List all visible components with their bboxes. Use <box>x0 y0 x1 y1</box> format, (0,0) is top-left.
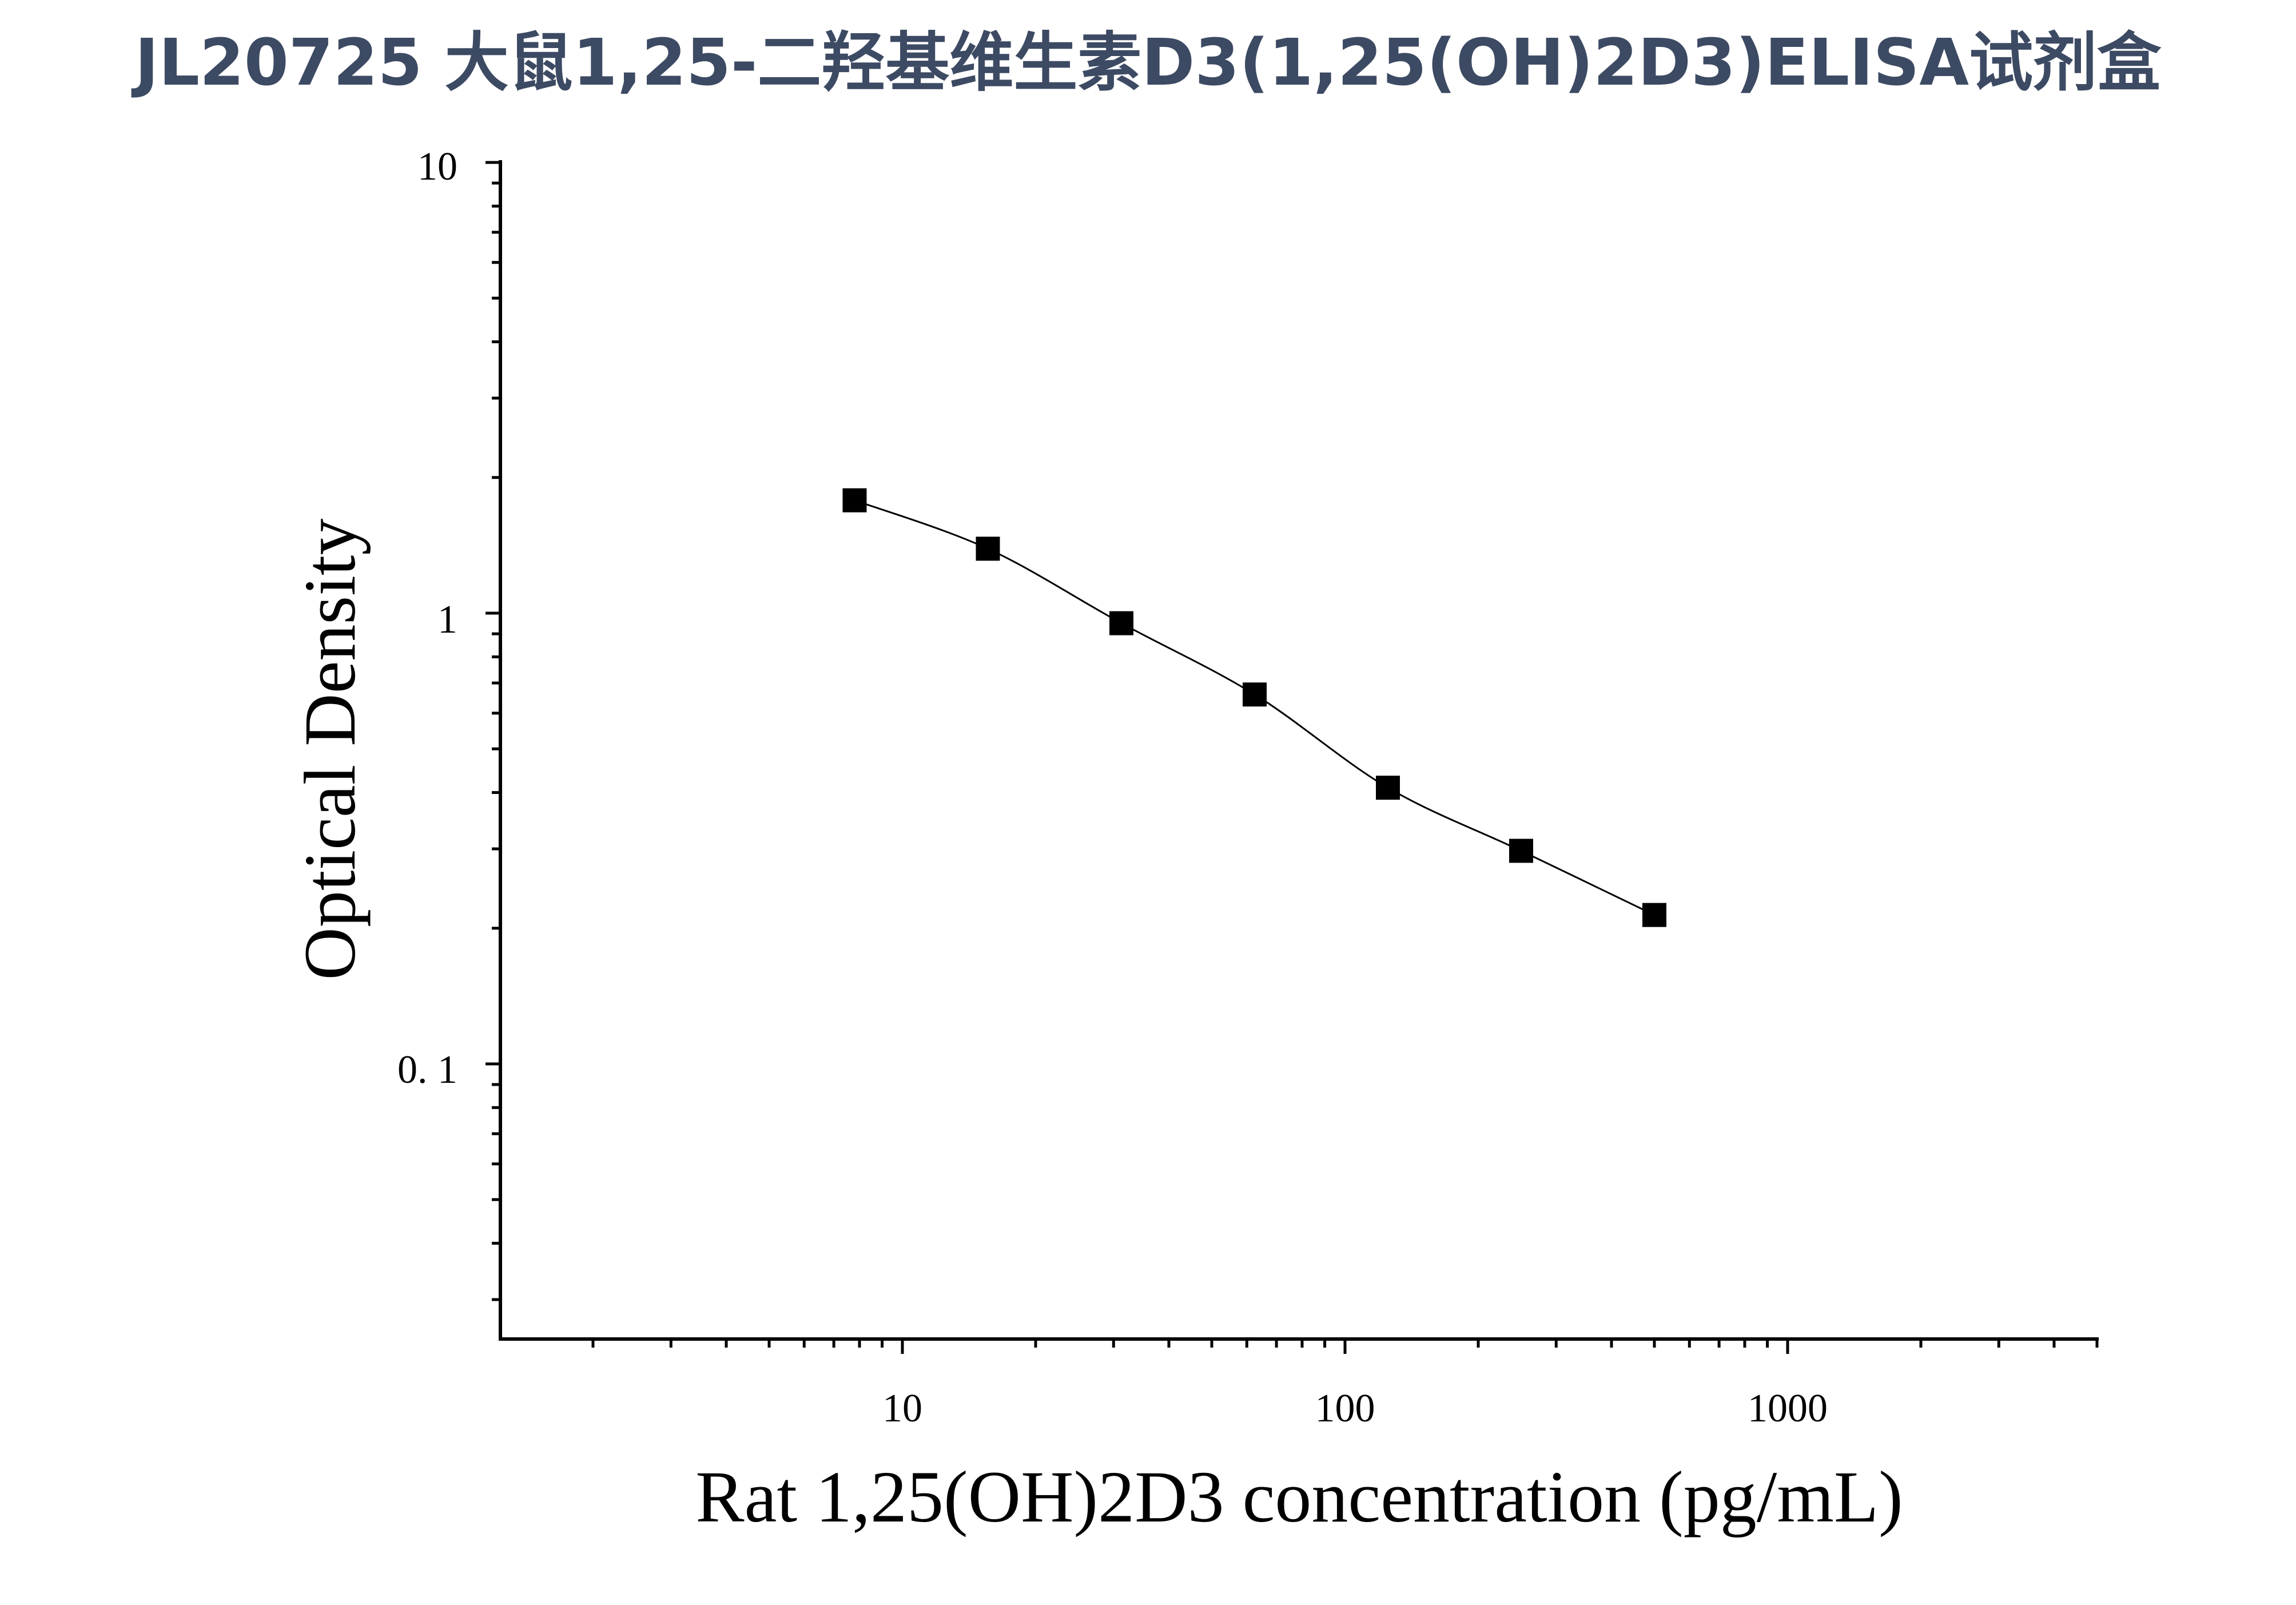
fit-curve <box>854 499 1655 916</box>
x-tick-label-100: 100 <box>1315 1387 1375 1431</box>
data-point-4 <box>1243 682 1267 707</box>
data-points <box>842 488 1667 927</box>
data-point-3 <box>1109 611 1134 635</box>
x-axis-title: Rat 1,25(OH)2D3 concentration (pg/mL) <box>695 1456 1903 1538</box>
data-point-2 <box>976 537 1000 561</box>
x-ticks <box>591 1339 2099 1354</box>
data-point-5 <box>1376 776 1400 800</box>
x-tick-label-1000: 1000 <box>1748 1387 1828 1431</box>
y-axis-title: Optical Density <box>289 519 371 980</box>
y-axis: 10 1 0. 1 <box>397 145 502 1339</box>
y-tick-label-0.1: 0. 1 <box>397 1048 457 1092</box>
x-tick-label-10: 10 <box>882 1387 922 1431</box>
y-ticks <box>486 161 500 1301</box>
y-tick-label-1: 1 <box>437 598 457 642</box>
data-point-7 <box>1642 903 1667 927</box>
y-tick-label-10: 10 <box>417 145 457 189</box>
page-title: JL20725 大鼠1,25-二羟基维生素D3(1,25(OH)2D3)ELIS… <box>134 26 2162 100</box>
data-point-6 <box>1509 839 1534 863</box>
data-point-1 <box>842 488 867 513</box>
x-axis: 10 100 1000 <box>499 1337 2099 1431</box>
